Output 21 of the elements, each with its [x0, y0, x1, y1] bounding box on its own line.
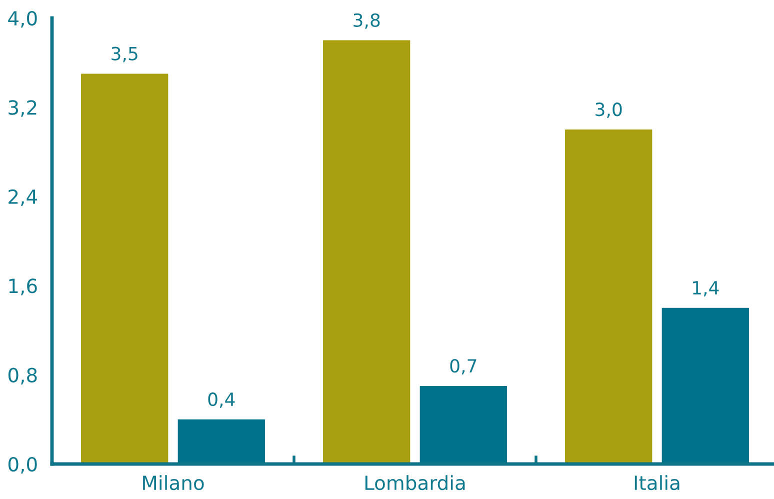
data-label: 0,4	[208, 392, 235, 408]
bar	[323, 40, 410, 464]
data-label: 0,7	[450, 358, 476, 374]
bar	[565, 130, 652, 464]
x-tick-label: Lombardia	[365, 475, 465, 490]
bar	[662, 308, 749, 464]
y-tick-label: 0,8	[8, 368, 37, 384]
data-label: 3,8	[354, 13, 380, 29]
bar	[178, 419, 265, 464]
y-tick-label: 4,0	[8, 10, 37, 28]
x-tick-label: Italia	[634, 475, 680, 490]
data-label: 3,0	[596, 102, 622, 118]
x-tick-label: Milano	[143, 475, 204, 490]
bar	[81, 74, 168, 464]
y-tick-label: 1,6	[9, 278, 37, 296]
data-label: 3,5	[112, 46, 138, 62]
y-tick-label: 2,4	[8, 189, 38, 206]
data-label: 1,4	[693, 281, 719, 296]
y-tick-label: 0,0	[8, 456, 37, 474]
y-tick-label: 3,2	[8, 100, 36, 117]
bar	[420, 386, 507, 464]
